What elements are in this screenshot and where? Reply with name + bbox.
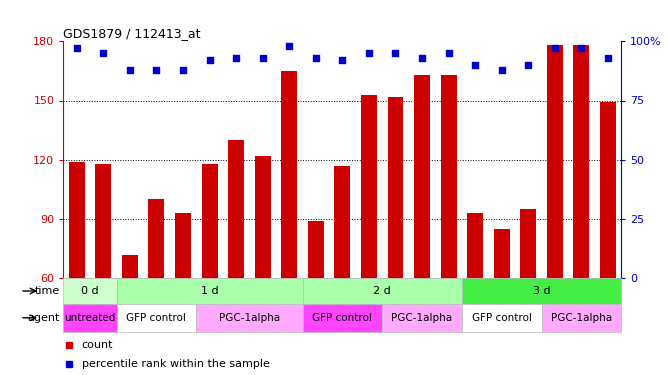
Bar bbox=[122, 255, 138, 375]
Point bbox=[576, 45, 587, 51]
Point bbox=[337, 57, 348, 63]
Point bbox=[603, 55, 613, 61]
Bar bbox=[303, 278, 462, 304]
Bar bbox=[148, 199, 164, 375]
Text: 2 d: 2 d bbox=[373, 286, 391, 296]
Bar bbox=[175, 213, 191, 375]
Point bbox=[124, 67, 135, 73]
Text: GFP control: GFP control bbox=[126, 313, 186, 323]
Bar bbox=[308, 221, 324, 375]
Bar bbox=[335, 166, 350, 375]
Bar bbox=[573, 45, 589, 375]
Text: 3 d: 3 d bbox=[533, 286, 550, 296]
Point bbox=[444, 50, 454, 56]
Bar bbox=[494, 229, 510, 375]
Bar bbox=[63, 278, 117, 304]
Point bbox=[98, 50, 109, 56]
Bar bbox=[196, 304, 303, 332]
Point bbox=[284, 43, 295, 49]
Bar bbox=[520, 209, 536, 375]
Text: PGC-1alpha: PGC-1alpha bbox=[219, 313, 280, 323]
Bar bbox=[117, 304, 196, 332]
Point bbox=[71, 45, 82, 51]
Text: untreated: untreated bbox=[64, 313, 116, 323]
Bar bbox=[255, 156, 271, 375]
Text: time: time bbox=[35, 286, 60, 296]
Text: GDS1879 / 112413_at: GDS1879 / 112413_at bbox=[63, 27, 201, 40]
Bar bbox=[467, 213, 483, 375]
Text: GFP control: GFP control bbox=[472, 313, 532, 323]
Point bbox=[257, 55, 268, 61]
Bar bbox=[361, 94, 377, 375]
Bar bbox=[542, 304, 621, 332]
Point bbox=[523, 62, 534, 68]
Point bbox=[151, 67, 162, 73]
Bar bbox=[382, 304, 462, 332]
Point bbox=[178, 67, 188, 73]
Text: GFP control: GFP control bbox=[313, 313, 372, 323]
Bar bbox=[600, 102, 616, 375]
Bar bbox=[303, 304, 382, 332]
Point bbox=[311, 55, 321, 61]
Text: 0 d: 0 d bbox=[81, 286, 99, 296]
Bar bbox=[462, 278, 621, 304]
Bar bbox=[414, 75, 430, 375]
Text: agent: agent bbox=[28, 313, 60, 323]
Point bbox=[496, 67, 507, 73]
Bar bbox=[462, 304, 542, 332]
Bar bbox=[202, 164, 218, 375]
Bar bbox=[63, 304, 117, 332]
Text: count: count bbox=[82, 340, 114, 350]
Bar bbox=[117, 278, 303, 304]
Point bbox=[230, 55, 241, 61]
Bar bbox=[96, 164, 112, 375]
Bar bbox=[441, 75, 456, 375]
Text: PGC-1alpha: PGC-1alpha bbox=[391, 313, 453, 323]
Bar bbox=[387, 96, 403, 375]
Point bbox=[390, 50, 401, 56]
Text: PGC-1alpha: PGC-1alpha bbox=[551, 313, 612, 323]
Bar bbox=[547, 45, 563, 375]
Point bbox=[470, 62, 480, 68]
Bar bbox=[228, 140, 244, 375]
Point bbox=[363, 50, 374, 56]
Point bbox=[204, 57, 215, 63]
Text: percentile rank within the sample: percentile rank within the sample bbox=[82, 359, 270, 369]
Point bbox=[417, 55, 428, 61]
Text: 1 d: 1 d bbox=[200, 286, 218, 296]
Bar bbox=[69, 162, 85, 375]
Bar bbox=[281, 71, 297, 375]
Point bbox=[550, 45, 560, 51]
